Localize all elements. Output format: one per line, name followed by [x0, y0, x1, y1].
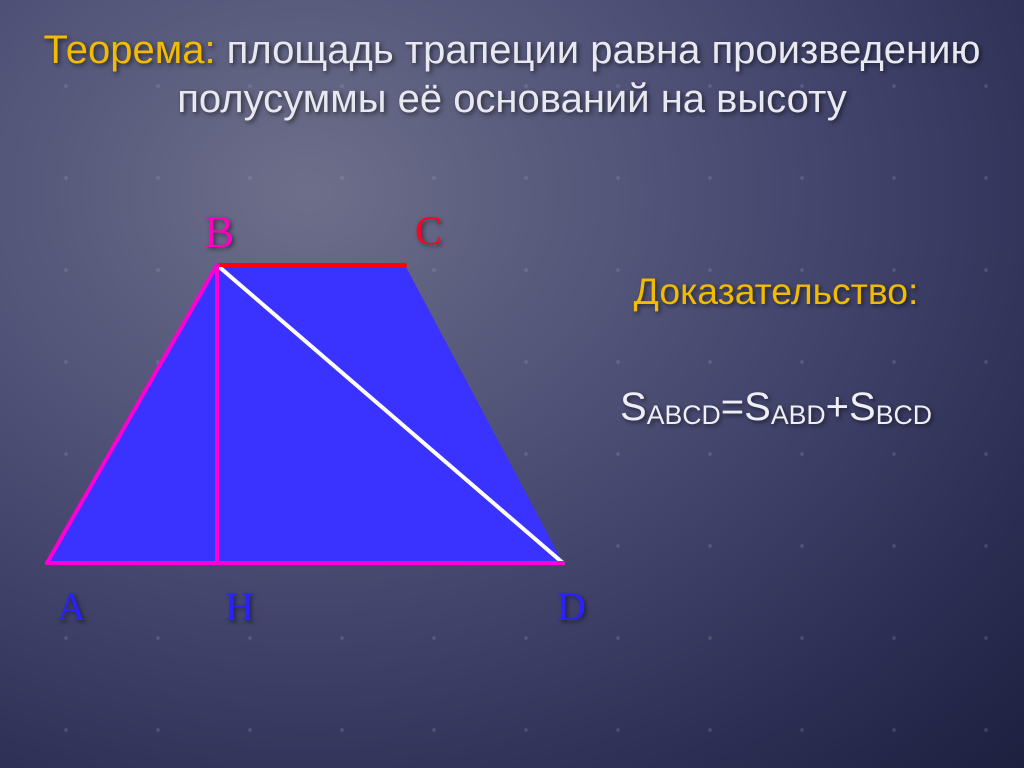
formula-sub-bcd: BCD	[876, 400, 932, 430]
formula-sub-abd: ABD	[771, 400, 826, 430]
area-formula: SABCD=SABD+SBCD	[576, 385, 976, 430]
trapezoid-figure: A B C D H	[35, 195, 595, 635]
formula-s1: S	[620, 385, 647, 429]
vertex-label-c: C	[415, 207, 442, 254]
vertex-label-h: H	[225, 583, 254, 630]
vertex-label-a: A	[57, 583, 86, 630]
proof-label: Доказательство:	[576, 270, 976, 313]
vertex-label-b: B	[204, 206, 234, 258]
formula-s2: S	[744, 385, 771, 429]
formula-sub-abcd: ABCD	[647, 400, 721, 430]
title-line-2: полусуммы её оснований на высоту	[30, 75, 994, 124]
proof-block: Доказательство: SABCD=SABD+SBCD	[576, 270, 976, 430]
trapezoid-svg	[35, 195, 595, 635]
formula-plus: +	[826, 385, 849, 429]
formula-eq: =	[721, 385, 744, 429]
title-rest-line1: площадь трапеции равна произведению	[216, 28, 981, 72]
theorem-label: Теорема:	[44, 28, 216, 72]
vertex-label-d: D	[557, 583, 586, 630]
title-line-1: Теорема: площадь трапеции равна произвед…	[30, 26, 994, 75]
formula-s3: S	[849, 385, 876, 429]
theorem-title: Теорема: площадь трапеции равна произвед…	[0, 26, 1024, 124]
